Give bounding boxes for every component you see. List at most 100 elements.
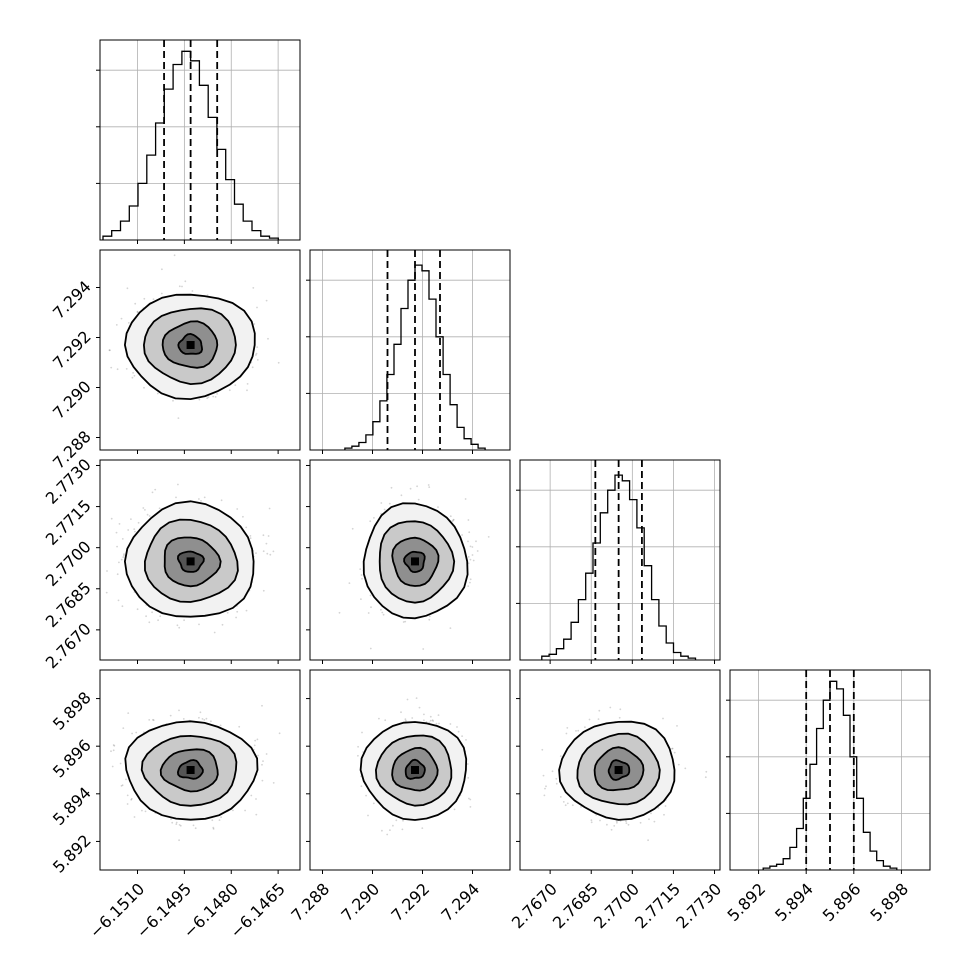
contour-line bbox=[177, 332, 204, 355]
sample-point bbox=[401, 828, 404, 831]
sample-point bbox=[613, 825, 616, 827]
sample-point bbox=[416, 485, 418, 488]
sample-point bbox=[451, 520, 454, 523]
sample-point bbox=[127, 529, 130, 531]
density-peak bbox=[186, 766, 195, 774]
sample-point bbox=[219, 724, 222, 727]
sample-point bbox=[115, 531, 118, 534]
sample-point bbox=[201, 718, 204, 720]
sample-point bbox=[118, 523, 121, 525]
sample-point bbox=[161, 268, 163, 271]
sample-point bbox=[112, 749, 115, 752]
panel-1-0 bbox=[93, 249, 301, 454]
panel-1-1 bbox=[306, 249, 511, 454]
sample-point bbox=[183, 619, 185, 622]
sample-point bbox=[469, 545, 472, 548]
sample-point bbox=[234, 384, 237, 386]
sample-point bbox=[266, 552, 269, 555]
sample-point bbox=[657, 807, 660, 809]
sample-point bbox=[199, 711, 202, 714]
sample-point bbox=[169, 714, 172, 717]
sample-point bbox=[235, 616, 238, 619]
sample-point bbox=[126, 794, 129, 797]
sample-point bbox=[133, 374, 136, 377]
sample-point bbox=[545, 785, 547, 788]
sample-point bbox=[449, 627, 452, 629]
sample-point bbox=[245, 526, 248, 529]
sample-point bbox=[116, 545, 118, 548]
sample-point bbox=[262, 534, 265, 537]
contour-line bbox=[124, 720, 259, 821]
panel-3-2 bbox=[516, 669, 721, 874]
sample-point bbox=[148, 621, 151, 624]
sample-point bbox=[610, 828, 613, 831]
sample-point bbox=[250, 794, 253, 797]
sample-point bbox=[369, 520, 372, 523]
sample-point bbox=[117, 599, 120, 602]
sample-point bbox=[134, 530, 136, 533]
sample-point bbox=[256, 346, 259, 348]
panel-frame bbox=[309, 459, 511, 661]
sample-point bbox=[85, 564, 87, 566]
sample-point bbox=[181, 285, 183, 288]
panel-2-2 bbox=[516, 459, 721, 664]
histogram-step bbox=[344, 264, 486, 450]
sample-point bbox=[395, 819, 398, 822]
sample-point bbox=[392, 824, 394, 827]
sample-point bbox=[278, 732, 281, 735]
sample-point bbox=[265, 753, 268, 755]
sample-point bbox=[109, 349, 111, 352]
sample-point bbox=[251, 366, 254, 369]
contour-line bbox=[159, 748, 219, 793]
sample-point bbox=[113, 744, 116, 747]
sample-point bbox=[121, 605, 124, 608]
panel-content bbox=[100, 40, 300, 240]
sample-point bbox=[404, 718, 407, 721]
sample-point bbox=[431, 719, 434, 722]
contour-line bbox=[140, 734, 238, 807]
sample-point bbox=[467, 777, 470, 779]
sample-point bbox=[348, 582, 351, 584]
sample-point bbox=[93, 370, 95, 372]
sample-point bbox=[475, 540, 477, 543]
sample-point bbox=[378, 717, 380, 720]
sample-point bbox=[110, 750, 112, 753]
sample-point bbox=[272, 550, 275, 553]
sample-point bbox=[212, 395, 215, 398]
sample-point bbox=[467, 585, 470, 587]
sample-point bbox=[228, 389, 231, 392]
sample-point bbox=[616, 821, 618, 824]
sample-point bbox=[173, 254, 176, 257]
sample-point bbox=[170, 818, 172, 821]
sample-point bbox=[465, 739, 467, 741]
sample-point bbox=[551, 770, 554, 773]
sample-point bbox=[213, 631, 216, 634]
sample-point bbox=[402, 819, 404, 822]
sample-point bbox=[179, 824, 182, 827]
sample-point bbox=[256, 738, 259, 741]
sample-point bbox=[121, 538, 124, 540]
sample-point bbox=[382, 613, 385, 616]
sample-point bbox=[453, 808, 456, 811]
sample-point bbox=[452, 518, 455, 521]
sample-point bbox=[370, 606, 372, 609]
sample-point bbox=[136, 608, 139, 611]
sample-point bbox=[192, 824, 195, 827]
contour-line bbox=[359, 721, 468, 821]
sample-point bbox=[182, 718, 185, 720]
sample-point bbox=[544, 787, 546, 790]
sample-point bbox=[405, 719, 407, 722]
sample-point bbox=[156, 392, 159, 395]
sample-point bbox=[178, 709, 180, 712]
sample-point bbox=[151, 491, 154, 494]
sample-point bbox=[118, 561, 120, 564]
sample-point bbox=[476, 550, 479, 552]
sample-point bbox=[152, 718, 154, 721]
sample-point bbox=[141, 809, 143, 812]
sample-point bbox=[198, 623, 200, 626]
sample-point bbox=[198, 398, 201, 401]
sample-point bbox=[449, 515, 452, 518]
contour-line bbox=[403, 550, 426, 574]
sample-point bbox=[172, 399, 174, 402]
